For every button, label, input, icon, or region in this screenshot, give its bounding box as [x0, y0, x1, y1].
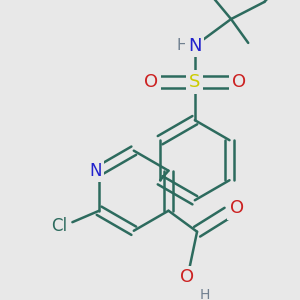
Text: Cl: Cl: [51, 217, 67, 235]
Text: O: O: [230, 199, 244, 217]
Text: S: S: [189, 73, 200, 91]
Text: O: O: [232, 73, 246, 91]
Text: O: O: [144, 73, 158, 91]
Text: N: N: [188, 37, 202, 55]
Text: N: N: [89, 162, 101, 180]
Text: H: H: [200, 288, 210, 300]
Text: O: O: [179, 268, 194, 286]
Text: H: H: [177, 38, 188, 53]
